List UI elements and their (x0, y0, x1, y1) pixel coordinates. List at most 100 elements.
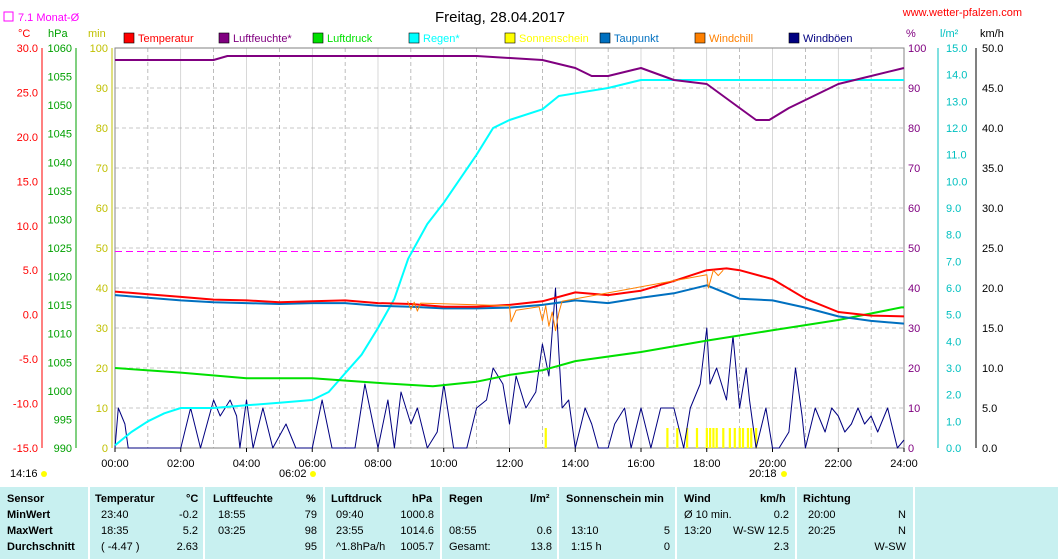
table-cell-press-v: 1014.6 (400, 525, 434, 537)
sunshine-bar (686, 428, 689, 448)
temp-tick-label: 5.0 (23, 265, 38, 277)
legend-swatch (408, 32, 420, 44)
pressure-tick-label: 1045 (48, 129, 72, 141)
pressure-tick-label: 1025 (48, 243, 72, 255)
x-tick-label: 02:00 (167, 458, 195, 470)
legend-label: Taupunkt (614, 33, 659, 45)
x-tick-label: 12:00 (496, 458, 524, 470)
x-tick-label: 20:00 (759, 458, 787, 470)
minutes-tick-label: 60 (96, 203, 108, 215)
table-cell-sun-v: 5 (663, 525, 670, 537)
series-luftdruck-line (114, 306, 904, 388)
sunshine-bar (755, 428, 758, 448)
rain-tick-label: 15.0 (946, 43, 967, 55)
wind-tick-label: 35.0 (982, 163, 1003, 175)
rain-tick-label: 14.0 (946, 70, 967, 82)
table-cell-temp-t: 23:40 (101, 509, 129, 521)
sunshine-bar (695, 428, 699, 448)
table-cell-temp-v: -0.2 (179, 509, 198, 521)
chart-axes: 30.0 25.0 20.0 15.0 10.0 5.0 0.0 -5.0 -10.0 -15.0… (13, 43, 1004, 470)
rain-tick-label: 0.0 (946, 443, 961, 455)
table-cell-dir-v: N (898, 525, 906, 537)
pressure-tick-label: 1010 (48, 329, 72, 341)
table-cell-temp-t: ( -4.47 ) (101, 541, 140, 553)
series-luftfeuchte-line (115, 55, 905, 121)
temp-tick-label: 20.0 (17, 132, 38, 144)
rain-tick-label: 8.0 (946, 230, 961, 242)
sunrise-label: 06:02 (279, 468, 307, 480)
humidity-tick-label: 60 (908, 203, 920, 215)
table-cell-press-t: ^1.8hPa/h (336, 541, 386, 553)
table-cell-wind-v: 0.2 (773, 509, 789, 521)
rain-tick-label: 13.0 (946, 96, 967, 108)
monthly-avg-marker (3, 11, 14, 22)
site-url[interactable]: www.wetter-pfalzen.com (902, 7, 1022, 19)
temp-tick-label: 15.0 (17, 176, 38, 188)
weather-chart: Freitag, 28.04.2017 www.wetter-pfalzen.c… (3, 7, 1022, 480)
table-cell-temp-t: 18:35 (101, 525, 129, 537)
unit-minutes: min (88, 28, 106, 40)
wind-tick-label: 5.0 (982, 403, 997, 415)
hdr-wind-unit: km/h (760, 493, 786, 505)
table-cell-press-t: 23:55 (336, 525, 364, 537)
unit-wind: km/h (980, 28, 1004, 40)
rain-tick-label: 12.0 (946, 123, 967, 135)
rain-tick-label: 5.0 (946, 310, 961, 322)
temp-tick-label: -10.0 (13, 399, 38, 411)
summary-table: Sensor Temperatur °C Luftfeuchte % Luftd… (0, 487, 1058, 559)
table-cell-hum-t: 03:25 (218, 525, 246, 537)
x-tick-label: 16:00 (627, 458, 655, 470)
hdr-hum-unit: % (306, 493, 316, 505)
table-cell-wind-mid: W-SW (733, 525, 765, 537)
table-cell-press-t: 09:40 (336, 509, 364, 521)
legend-swatch (599, 32, 611, 44)
chart-plot-area (114, 55, 905, 449)
legend-swatch (694, 32, 706, 44)
table-cell-label: MinWert (7, 509, 51, 521)
pressure-tick-label: 990 (54, 443, 72, 455)
table-cell-press-v: 1005.7 (400, 541, 434, 553)
chart-legend: Temperatur Luftfeuchte* Luftdruck Regen* Son… (123, 32, 853, 45)
table-cell-hum-t: 18:55 (218, 509, 246, 521)
temp-tick-label: 0.0 (23, 310, 38, 322)
legend-label: Sonnenschein (519, 33, 589, 45)
temp-tick-label: 10.0 (17, 221, 38, 233)
minutes-tick-label: 100 (90, 43, 108, 55)
rain-tick-label: 11.0 (946, 150, 967, 162)
pressure-tick-label: 995 (54, 414, 72, 426)
legend-label: Windchill (709, 33, 753, 45)
sunshine-bar (746, 428, 750, 448)
series-windböen-line (114, 287, 905, 449)
pressure-tick-label: 1020 (48, 272, 72, 284)
monthly-avg-label: 7.1 Monat-Ø (18, 12, 80, 24)
wind-tick-label: 40.0 (982, 123, 1003, 135)
wind-tick-label: 45.0 (982, 83, 1003, 95)
hdr-rain: Regen (449, 493, 483, 505)
sun-icon-left (41, 471, 47, 477)
sunshine-bar (666, 428, 669, 448)
table-cell-hum-v: 98 (304, 525, 317, 537)
table-cell-label: MaxWert (7, 525, 53, 537)
legend-swatch (312, 32, 324, 44)
table-col-sensor (0, 487, 88, 559)
table-cell-sun-t: 13:10 (571, 525, 599, 537)
minutes-tick-label: 0 (102, 443, 108, 455)
table-col-press (325, 487, 440, 559)
table-cell-wind-v: 2.3 (773, 541, 789, 553)
pressure-tick-label: 1060 (48, 43, 72, 55)
x-tick-label: 14:00 (561, 458, 589, 470)
table-cell-hum-v: 79 (304, 509, 317, 521)
chart-marks: 14:16 06:02 20:18 (10, 468, 787, 480)
temp-tick-label: -15.0 (13, 443, 38, 455)
table-cell-rain-t: Gesamt: (449, 541, 491, 553)
unit-pressure: hPa (48, 28, 68, 40)
x-tick-label: 00:00 (101, 458, 129, 470)
series-regen-line (114, 79, 904, 447)
x-tick-label: 06:00 (298, 458, 326, 470)
pressure-tick-label: 1050 (48, 100, 72, 112)
pressure-tick-label: 1040 (48, 157, 72, 169)
table-cell-rain-t: 08:55 (449, 525, 477, 537)
pressure-tick-label: 1000 (48, 386, 72, 398)
wind-tick-label: 25.0 (982, 243, 1003, 255)
hdr-press: Luftdruck (331, 493, 382, 505)
